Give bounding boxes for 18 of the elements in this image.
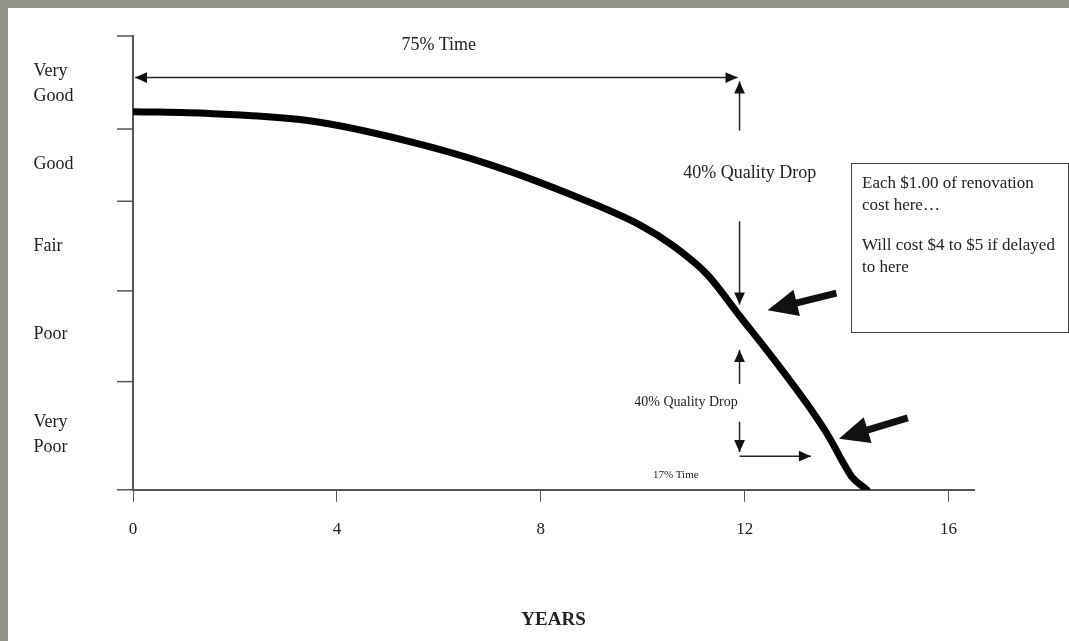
x-axis-title: YEARS [521,607,586,629]
x-tick-label: 4 [332,519,342,539]
annotation: 17% Time [653,467,699,480]
annotation: 40% Quality Drop [683,162,817,183]
text: Poor [33,323,68,344]
x-tick-label: 0 [128,519,138,539]
text: Very Poor [33,411,68,457]
annotation: 40% Quality Drop [634,394,738,410]
x-tick-label: 12 [736,519,754,539]
text: Good [33,153,74,174]
text: 75% Time [401,34,477,55]
text: Fair [33,234,63,255]
annotation: Each $1.00 of renovation cost here… [862,172,1035,216]
annotation: Will cost $4 to $5 if delayed to here [862,234,1056,278]
note-box: Each $1.00 of renovation cost here… Will cost $4 to $5 if delayed to here [851,163,1069,333]
x-tick-label: 8 [536,519,546,539]
text: Very Good [33,59,74,105]
x-tick-label: 16 [940,519,958,539]
